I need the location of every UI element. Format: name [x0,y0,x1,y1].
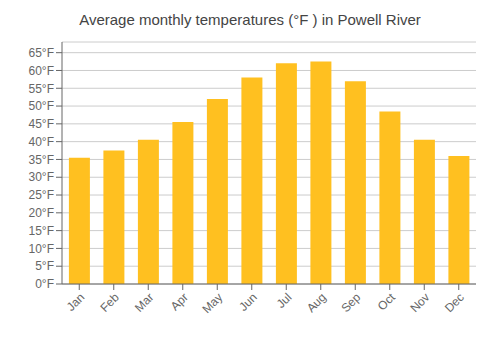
svg-text:Jul: Jul [274,290,295,311]
svg-text:30°F: 30°F [29,170,54,184]
html-text:Average monthly temperatures (: Average monthly temperatures (°F ) in Po… [79,11,421,28]
svg-text:20°F: 20°F [29,206,54,220]
svg-text:0°F: 0°F [35,277,54,291]
svg-text:25°F: 25°F [29,188,54,202]
svg-text:Dec: Dec [442,290,467,315]
svg-text:Oct: Oct [375,290,399,314]
svg-text:Aug: Aug [304,290,329,315]
svg-text:5°F: 5°F [35,259,54,273]
svg-text:Mar: Mar [132,290,157,315]
svg-text:55°F: 55°F [29,82,54,96]
svg-text:15°F: 15°F [29,224,54,238]
svg-text:65°F: 65°F [29,46,54,60]
svg-text:40°F: 40°F [29,135,54,149]
svg-text:Apr: Apr [168,290,191,313]
svg-text:50°F: 50°F [29,99,54,113]
svg-text:Jan: Jan [64,290,88,314]
svg-text:May: May [199,290,225,316]
svg-text:45°F: 45°F [29,117,54,131]
svg-text:10°F: 10°F [29,242,54,256]
svg-text:Jun: Jun [236,290,260,314]
svg-text:Sep: Sep [338,290,363,315]
svg-text:Feb: Feb [97,290,122,315]
svg-text:60°F: 60°F [29,64,54,78]
svg-text:35°F: 35°F [29,153,54,167]
svg-text:Nov: Nov [407,290,432,315]
